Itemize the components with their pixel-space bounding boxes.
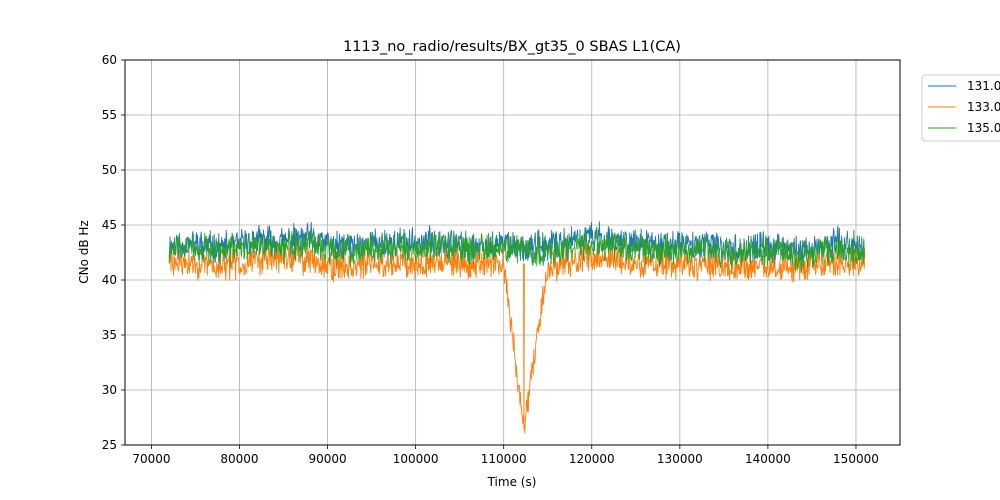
x-tick-label: 140000 [745,452,791,466]
y-tick-label: 55 [102,108,117,122]
x-tick-label: 110000 [481,452,527,466]
x-axis-label: Time (s) [487,475,537,489]
axes-frame [124,59,901,446]
x-tick-label: 120000 [569,452,615,466]
x-tick-label: 100000 [393,452,439,466]
y-tick-label: 25 [102,438,117,452]
y-tick-label: 40 [102,273,117,287]
ticks: 70000 80000 90000 100000 110000 120000 130000 1… [102,53,879,466]
y-tick-label: 35 [102,328,117,342]
plot-area [168,221,866,434]
y-tick-label: 60 [102,53,117,67]
x-tick-label: 80000 [220,452,258,466]
x-tick-label: 90000 [308,452,346,466]
chart-title: 1113_no_radio/results/BX_gt35_0 SBAS L1(… [343,39,681,55]
y-tick-label: 45 [102,218,117,232]
x-tick-label: 70000 [132,452,170,466]
legend: 131.0 133.0 135.0 [921,74,1000,142]
y-tick-label: 30 [102,383,117,397]
legend-label: 133.0 [967,100,1000,114]
y-axis-label: CNo dB Hz [77,220,91,284]
x-tick-label: 150000 [833,452,879,466]
legend-label: 131.0 [967,79,1000,93]
x-tick-label: 130000 [657,452,703,466]
series-line-135-0 [168,226,866,273]
legend-label: 135.0 [967,121,1000,135]
legend-box [921,74,1000,142]
y-tick-label: 50 [102,163,117,177]
